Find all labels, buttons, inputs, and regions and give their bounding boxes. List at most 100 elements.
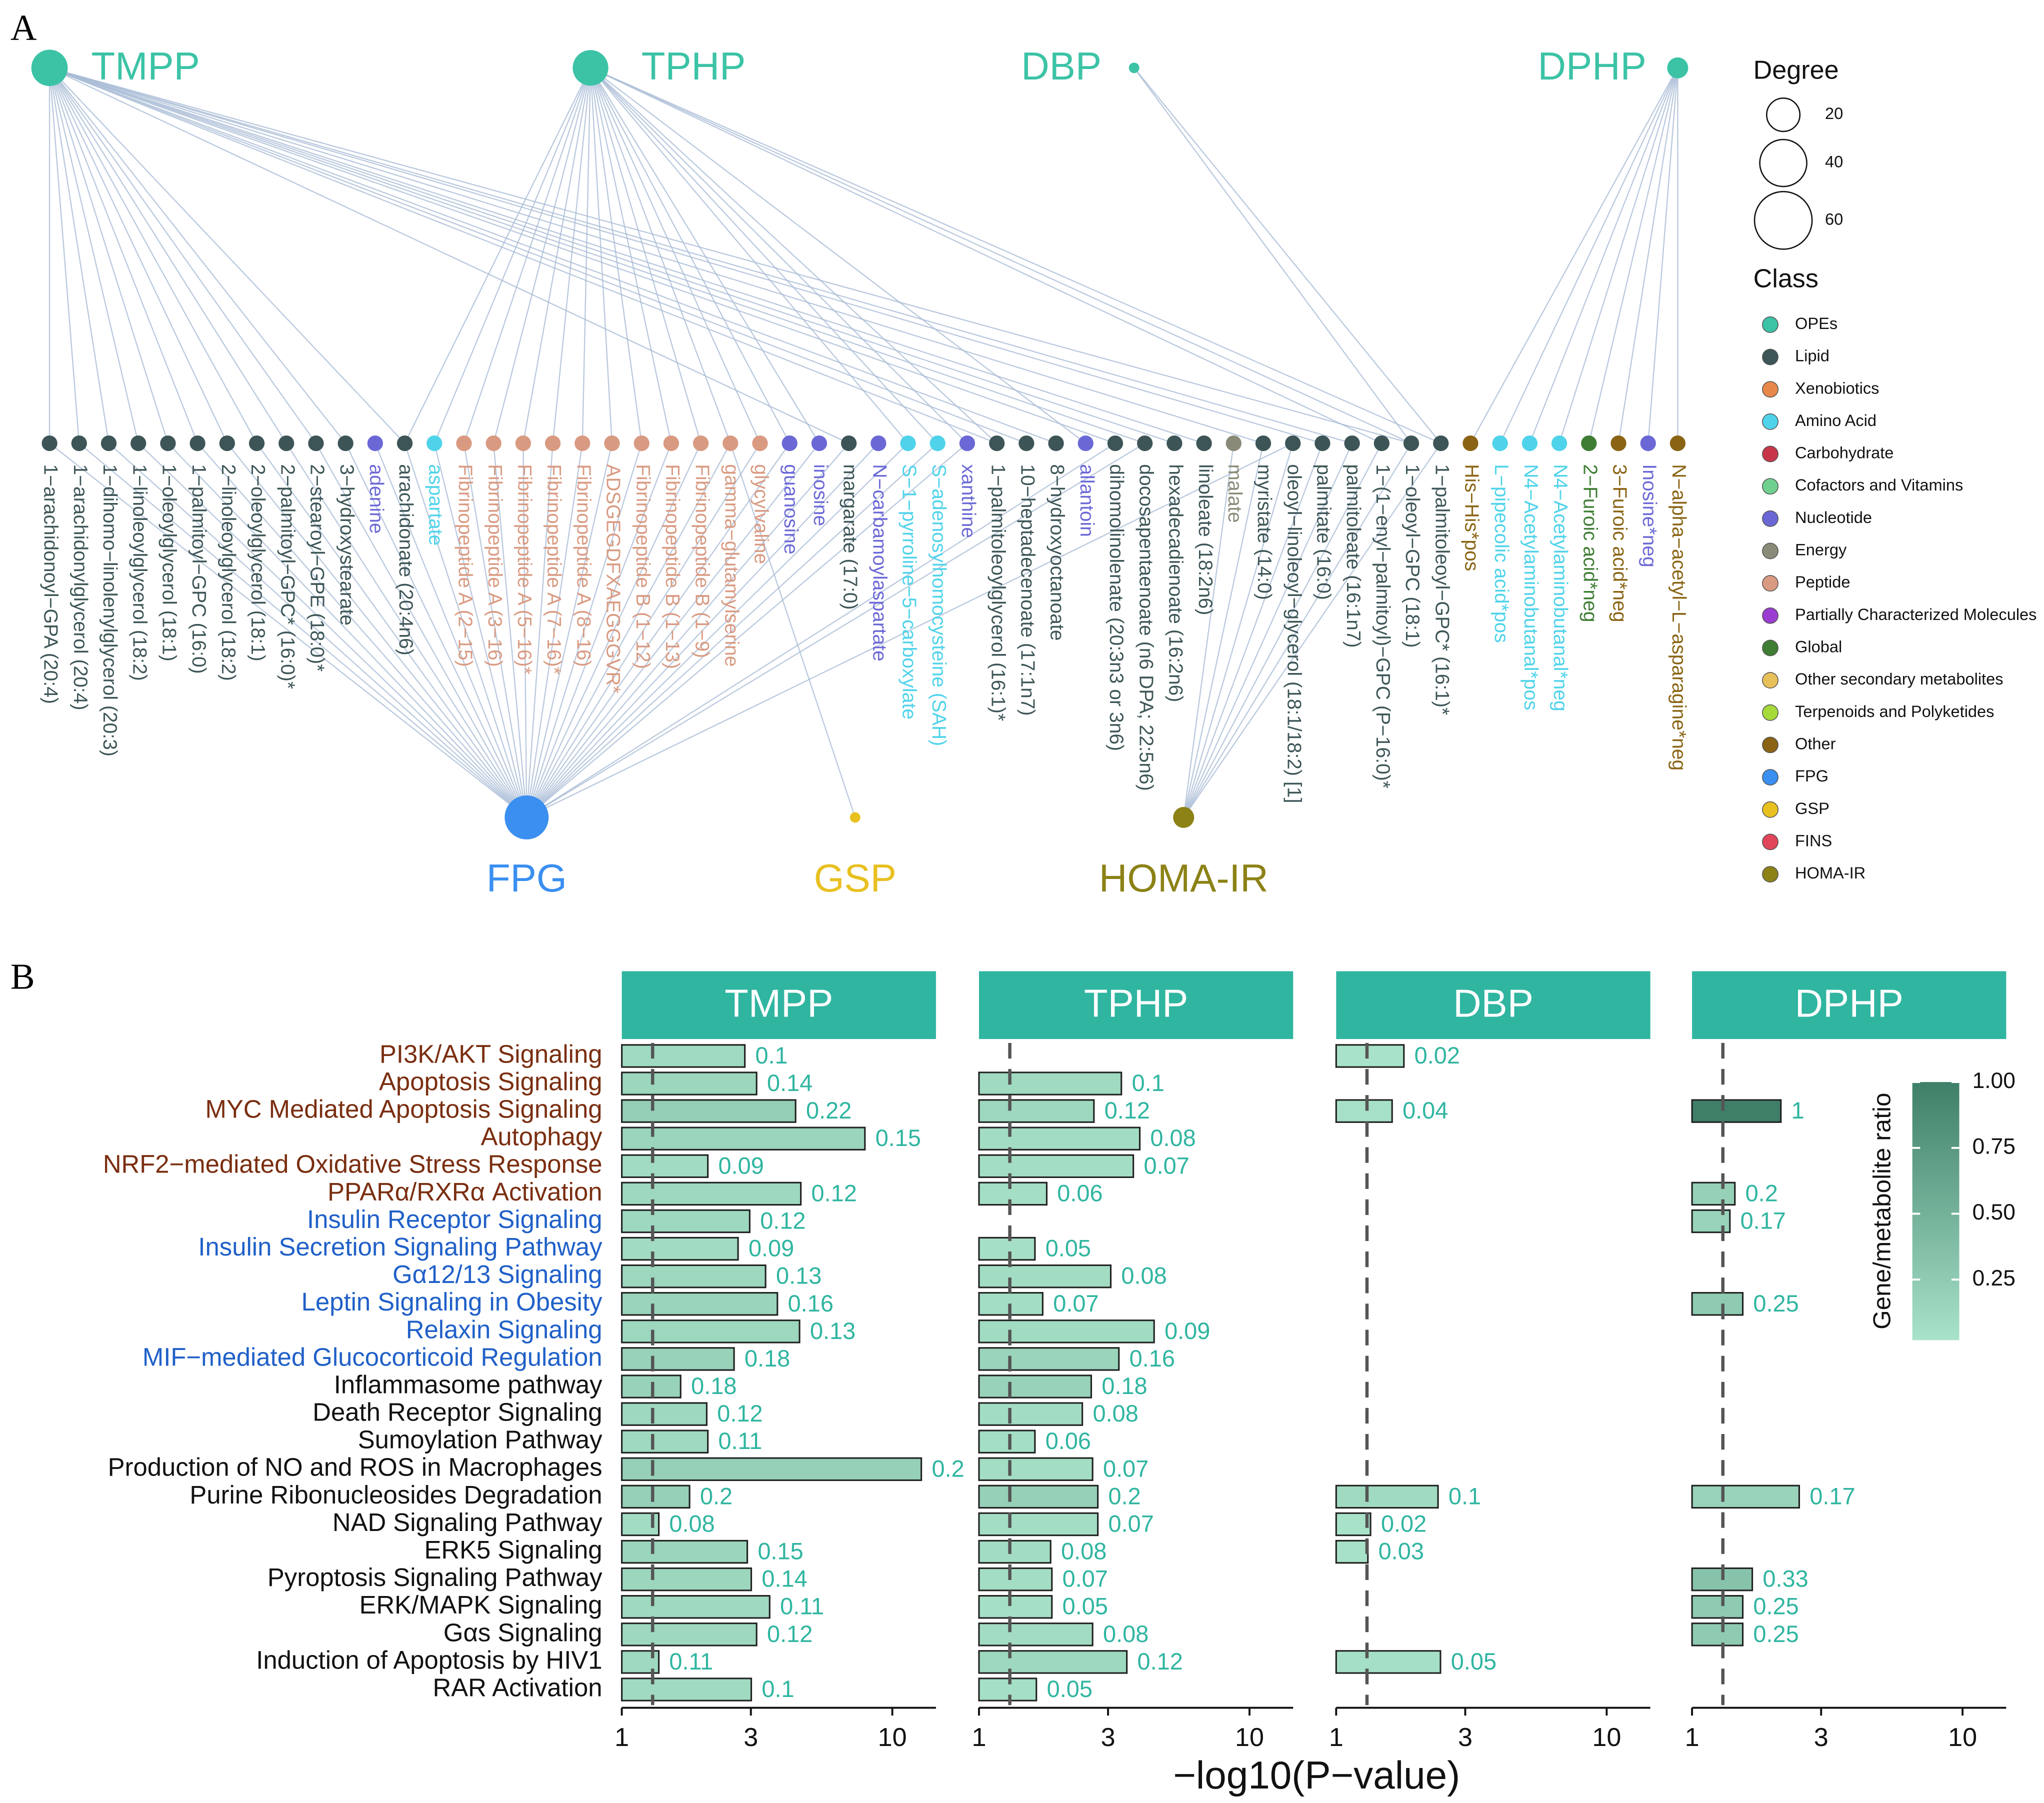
ratio-label: 0.07 (1103, 1456, 1148, 1482)
degree-key-label: 40 (1825, 153, 1843, 171)
ratio-label: 0.25 (1753, 1594, 1798, 1620)
metabolite-node (1255, 435, 1272, 452)
metabolite-node (426, 435, 442, 452)
ratio-label: 0.15 (876, 1125, 921, 1151)
x-tick-label: 10 (878, 1723, 907, 1752)
bar (978, 1099, 1095, 1123)
bar (621, 1540, 748, 1564)
metabolite-label: 1−arachidonylglycerol (20:4) (70, 464, 91, 710)
colorbar-tick-label: 0.50 (1972, 1200, 2016, 1224)
ratio-label: 0.12 (812, 1180, 857, 1206)
metabolite-label: guanosine (780, 464, 802, 554)
category-label: RAR Activation (433, 1673, 602, 1702)
ratio-label: 0.08 (1092, 1400, 1138, 1426)
exposure-label: TPHP (642, 44, 746, 88)
edge (49, 67, 850, 444)
bar (1691, 1182, 1736, 1206)
edge (1183, 442, 1412, 818)
metabolite-node (722, 435, 738, 452)
metabolite-label: N4−Acetylaminobutanal*pos (1520, 464, 1542, 710)
edge (463, 68, 592, 444)
edge (1558, 68, 1678, 444)
colorbar-title: Gene/metabolite ratio (1868, 1092, 1896, 1329)
legend-label: Nucleotide (1795, 508, 1872, 526)
edge (526, 443, 613, 818)
edge (590, 67, 1412, 444)
bar (978, 1622, 1094, 1646)
metabolite-node (130, 435, 146, 452)
metabolite-node (1433, 435, 1449, 452)
ratio-label: 0.13 (776, 1263, 822, 1289)
ratio-label: 0.06 (1046, 1428, 1091, 1454)
ratio-label: 0.16 (1130, 1346, 1175, 1372)
ratio-label: 0.09 (748, 1236, 794, 1262)
metabolite-label: dihomolinolenate (20:3n3 or 3n6) (1106, 464, 1127, 751)
edge (49, 442, 528, 818)
bar (978, 1678, 1038, 1702)
metabolite-label: palmitoleate (16:1n7) (1342, 464, 1364, 648)
legend-label: Amino Acid (1795, 412, 1876, 430)
edge (49, 67, 1056, 444)
edge (404, 443, 528, 818)
metabolite-node (1048, 435, 1064, 452)
metabolite-node (930, 435, 946, 452)
panel-label: A (10, 7, 37, 48)
edge (463, 443, 528, 818)
edge (526, 442, 1116, 818)
edge (590, 67, 998, 444)
metabolite-label: inosine (810, 464, 831, 526)
x-tick-label: 3 (1101, 1723, 1116, 1752)
ratio-label: 0.14 (762, 1566, 807, 1592)
metabolite-node (1551, 435, 1568, 452)
metabolite-label: N−carbamoylaspartate (869, 464, 890, 661)
legend-swatch (1762, 801, 1778, 818)
bar (978, 1567, 1053, 1592)
bar (621, 1347, 735, 1371)
outcome-node (504, 795, 549, 840)
legend-swatch (1762, 446, 1778, 462)
metabolite-label: 1−palmitoyl−GPC (16:0) (188, 464, 210, 674)
edge (49, 68, 258, 444)
bar (621, 1044, 746, 1068)
ratio-label: 0.06 (1057, 1180, 1102, 1206)
edge (526, 442, 790, 818)
edge (1648, 68, 1678, 444)
metabolite-node (1403, 435, 1420, 452)
edge (1183, 442, 1442, 818)
ratio-label: 0.02 (1381, 1510, 1426, 1536)
legend-swatch (1762, 510, 1778, 527)
ratio-label: 0.09 (718, 1152, 764, 1178)
metabolite-label: S−adenosylhomocysteine (SAH) (928, 464, 950, 746)
legend-label: GSP (1795, 800, 1830, 818)
metabolite-label: L−pipecolic acid*pos (1490, 464, 1512, 643)
facet-header (1336, 971, 1650, 1040)
bar (621, 1567, 752, 1592)
legend-swatch (1762, 413, 1778, 430)
edge (522, 443, 528, 818)
edge (1183, 443, 1382, 818)
edge (526, 442, 850, 818)
bar (621, 1182, 802, 1206)
x-axis-title: −log10(P−value) (1173, 1753, 1460, 1797)
edge (590, 68, 820, 444)
ratio-label: 0.33 (1762, 1566, 1808, 1592)
bar (978, 1512, 1099, 1536)
outcome-label: GSP (814, 856, 896, 900)
metabolite-node (1492, 435, 1508, 452)
category-label: Pyroptosis Signaling Pathway (268, 1563, 602, 1592)
metabolite-node (278, 435, 294, 452)
ratio-label: 0.18 (744, 1346, 790, 1372)
metabolite-label: 1−oleoyl−GPC (18:1) (1402, 464, 1423, 648)
bar (621, 1320, 800, 1344)
legend-swatch (1762, 607, 1778, 624)
x-tick-label: 1 (1329, 1723, 1344, 1752)
legend-label: HOMA-IR (1795, 864, 1866, 882)
metabolite-node (1374, 435, 1390, 452)
ratio-label: 0.2 (700, 1483, 732, 1509)
metabolite-label: Fibrinopeptide A (7−16)* (543, 464, 564, 674)
bar (978, 1595, 1053, 1619)
legend-title: Degree (1754, 56, 1839, 84)
exposure-node (31, 50, 68, 86)
edge (493, 68, 592, 444)
bar (1691, 1595, 1744, 1619)
